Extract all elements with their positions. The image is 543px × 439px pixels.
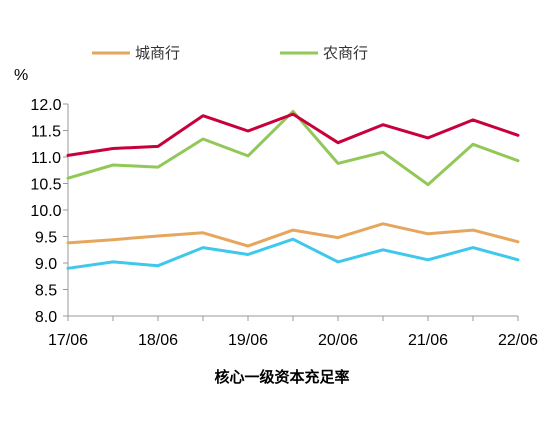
x-tick-label: 20/06: [318, 332, 358, 349]
y-tick-label: 11.0: [31, 150, 61, 167]
series-line-2: [66, 112, 520, 157]
x-tick-label: 18/06: [138, 332, 178, 349]
x-tick-label: 21/06: [408, 332, 448, 349]
series-line-0: [66, 222, 520, 248]
series-lines: [66, 109, 520, 270]
y-tick-label: 8.0: [35, 309, 57, 326]
x-tick-label: 22/06: [498, 332, 538, 349]
x-tick-label: 17/06: [48, 332, 88, 349]
y-tick-label: 9.0: [35, 256, 57, 273]
y-tick-label: 10.5: [30, 177, 61, 194]
legend-label: 农商行: [323, 44, 368, 62]
y-tick-label: 10.0: [30, 203, 61, 220]
y-tick-label: 12.0: [30, 97, 61, 114]
legend: 城商行 农商行: [92, 44, 368, 62]
x-axis: 17/06 18/06 19/06 20/06 21/06 22/06: [48, 315, 538, 349]
chart-title: 核心一级资本充足率: [214, 368, 349, 386]
series-line-1: [66, 109, 520, 187]
y-tick-label: 11.5: [31, 124, 61, 141]
y-axis: 12.0 11.5 11.0 10.5 10.0 9.5 9.0 8.5 8.0: [30, 97, 69, 326]
legend-label: 城商行: [135, 44, 180, 62]
y-tick-label: 9.5: [35, 230, 57, 247]
series-line-3: [66, 237, 520, 270]
y-tick-label: 8.5: [35, 283, 57, 300]
y-axis-label: %: [14, 67, 28, 84]
x-tick-label: 19/06: [228, 332, 268, 349]
